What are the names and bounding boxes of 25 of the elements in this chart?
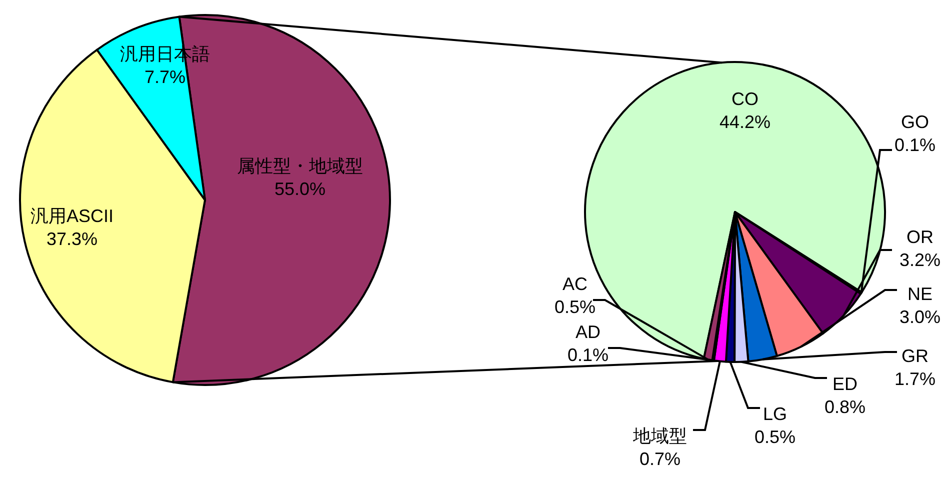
data-label: 37.3% — [46, 229, 98, 249]
slice-label: 属性型・地域型 — [237, 156, 363, 176]
data-label: 1.7% — [894, 369, 936, 389]
slice-label: 地域型 — [632, 426, 687, 446]
data-label: 3.2% — [899, 250, 941, 270]
data-label: 0.1% — [894, 135, 936, 155]
slice-label: NE — [907, 284, 933, 304]
data-label: 0.8% — [824, 397, 866, 417]
data-label: 0.7% — [639, 449, 681, 469]
data-label: 44.2% — [719, 112, 771, 132]
data-label: 0.5% — [554, 297, 596, 317]
data-label: 0.5% — [754, 427, 796, 447]
slice-label: GO — [900, 112, 930, 132]
slice-label: ED — [832, 374, 858, 394]
slice-label: GR — [902, 346, 928, 366]
slice-label: CO — [732, 89, 758, 109]
slice-label: OR — [906, 227, 934, 247]
data-label: 0.1% — [567, 345, 609, 365]
data-label: 55.0% — [274, 179, 326, 199]
slice-label: AC — [562, 274, 588, 294]
data-label: 7.7% — [144, 67, 186, 87]
slice-label: AD — [575, 322, 601, 342]
slice-label: LG — [762, 404, 788, 424]
slice-label: 汎用ASCII — [30, 206, 114, 226]
data-label: 3.0% — [899, 307, 941, 327]
